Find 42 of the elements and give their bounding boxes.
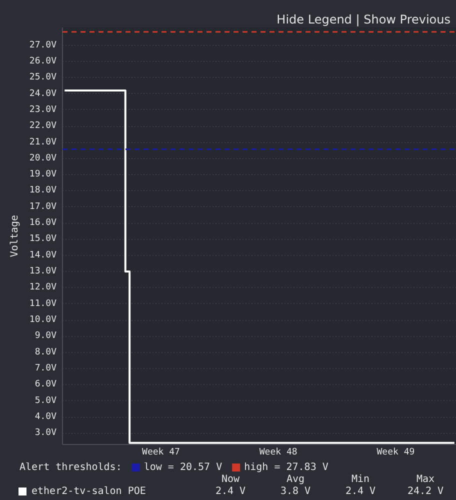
text: Max: [416, 474, 435, 485]
y-tick-label: 18.0V: [29, 186, 58, 196]
text: 24.2 V: [407, 486, 444, 497]
y-tick-label: 14.0V: [29, 250, 58, 260]
y-tick-label: 11.0V: [29, 298, 58, 309]
y-tick-label: 9.0V: [34, 331, 58, 342]
y-axis-title: Voltage: [9, 214, 20, 258]
text: 2.4 V: [345, 486, 376, 497]
legend-label: low = 20.57 V: [144, 462, 222, 473]
y-tick-label: 25.0V: [29, 72, 58, 83]
y-tick-label: 20.0V: [29, 153, 58, 164]
y-tick-label: 16.0V: [29, 218, 58, 228]
y-tick-label: 5.0V: [34, 396, 58, 406]
y-tick-label: 19.0V: [29, 170, 58, 180]
text: 3.8 V: [280, 486, 311, 497]
legend-label: ether2-tv-salon POE: [32, 486, 146, 497]
x-tick-label: Week 47: [142, 448, 180, 458]
x-tick-label: Week 48: [259, 448, 298, 458]
y-tick-label: 26.0V: [29, 56, 58, 66]
y-tick-label: 15.0V: [29, 234, 58, 244]
legend-label: high = 27.83 V: [244, 462, 328, 473]
y-tick-label: 3.0V: [34, 428, 58, 438]
y-tick-label: 8.0V: [34, 347, 58, 358]
x-tick-label: Week 49: [376, 448, 415, 458]
y-tick-label: 4.0V: [34, 412, 58, 422]
y-tick-label: 27.0V: [29, 40, 58, 50]
legend-title: Alert thresholds:: [20, 462, 122, 473]
text: Min: [351, 474, 370, 485]
text: 2.4 V: [215, 486, 246, 497]
y-tick-label: 17.0V: [29, 202, 58, 212]
y-tick-label: 12.0V: [29, 282, 58, 293]
y-tick-label: 10.0V: [29, 315, 58, 326]
y-tick-label: 6.0V: [34, 380, 58, 390]
y-tick-label: 24.0V: [29, 88, 58, 99]
y-tick-label: 7.0V: [34, 364, 58, 374]
y-tick-label: 13.0V: [29, 266, 58, 277]
text: Hide Legend | Show Previous: [276, 12, 451, 26]
y-tick-label: 22.0V: [29, 121, 58, 132]
text: Avg: [286, 474, 305, 485]
y-tick-label: 23.0V: [29, 104, 58, 115]
text: Now: [221, 474, 241, 485]
y-tick-label: 21.0V: [29, 137, 58, 148]
